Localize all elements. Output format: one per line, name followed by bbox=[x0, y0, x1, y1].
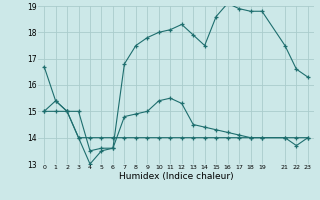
X-axis label: Humidex (Indice chaleur): Humidex (Indice chaleur) bbox=[119, 172, 233, 181]
